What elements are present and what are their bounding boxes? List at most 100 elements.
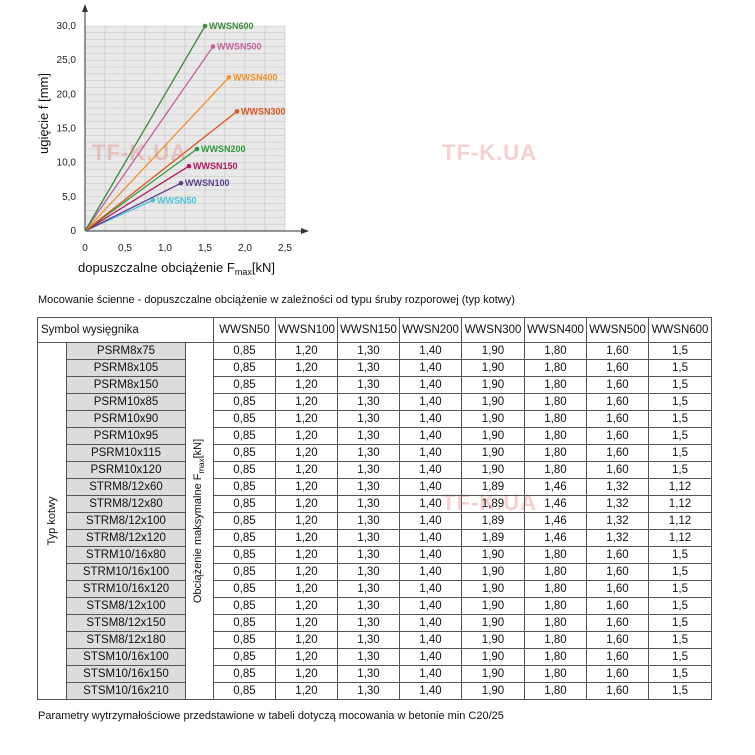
value-cell: 0,85 [213, 529, 276, 547]
value-cell: 1,5 [648, 665, 712, 683]
value-cell: 1,20 [275, 444, 338, 462]
value-cell: 1,90 [461, 427, 525, 445]
x-axis-label-sub: max [235, 267, 253, 277]
anchor-cell: STRM10/16x100 [66, 563, 186, 581]
value-cell: 0,85 [213, 427, 276, 445]
anchor-cell: PSRM10x115 [66, 444, 186, 462]
value-cell: 1,60 [586, 580, 649, 598]
value-cell: 1,40 [399, 376, 462, 394]
series-end-point [186, 163, 192, 169]
value-cell: 1,40 [399, 495, 462, 513]
value-cell: 1,46 [524, 478, 587, 496]
value-cell: 1,40 [399, 665, 462, 683]
anchor-cell: PSRM8x150 [66, 376, 186, 394]
value-cell: 1,60 [586, 631, 649, 649]
value-cell: 0,85 [213, 580, 276, 598]
value-cell: 1,30 [337, 580, 400, 598]
table-row: PSRM10x85 0,85 1,20 1,30 1,40 1,90 1,80 1,60 1,5 [38, 393, 712, 411]
x-tick-label: 2,0 [238, 243, 252, 254]
value-cell: 1,90 [461, 461, 525, 479]
table-row: STRM8/12x100 0,85 1,20 1,30 1,40 1,89 1,46 1,32… [38, 512, 712, 530]
value-cell: 1,90 [461, 631, 525, 649]
column-header: WWSN150 [337, 317, 400, 343]
value-cell: 1,30 [337, 597, 400, 615]
value-cell: 1,30 [337, 359, 400, 377]
anchor-type-label-cell: Typ kotwy [37, 342, 67, 700]
value-cell: 0,85 [213, 478, 276, 496]
value-cell: 1,60 [586, 563, 649, 581]
value-cell: 0,85 [213, 410, 276, 428]
table-row: Typ kotwy PSRM8x75 Obciążenie maksymalne F… [37, 342, 712, 700]
anchor-cell: STRM8/12x80 [66, 495, 186, 513]
value-cell: 1,80 [524, 546, 587, 564]
value-cell: 1,20 [275, 410, 338, 428]
value-cell: 1,40 [399, 393, 462, 411]
value-cell: 1,20 [275, 393, 338, 411]
value-cell: 1,80 [524, 359, 587, 377]
value-cell: 1,90 [461, 342, 525, 360]
value-cell: 1,80 [524, 410, 587, 428]
value-cell: 1,30 [337, 614, 400, 632]
table-row: STSM10/16x150 0,85 1,20 1,30 1,40 1,90 1,80 1,6… [38, 665, 712, 683]
value-cell: 1,80 [524, 597, 587, 615]
value-cell: 1,32 [586, 478, 649, 496]
table-row: STSM8/12x150 0,85 1,20 1,30 1,40 1,90 1,80 1,60… [38, 614, 712, 632]
table-row: STSM8/12x100 0,85 1,20 1,30 1,40 1,90 1,80 1,60… [38, 597, 712, 615]
value-cell: 1,32 [586, 495, 649, 513]
anchor-cell: STRM8/12x120 [66, 529, 186, 547]
table-row: STRM8/12x80 0,85 1,20 1,30 1,40 1,89 1,46 1,32 1… [38, 495, 712, 513]
value-cell: 1,12 [648, 512, 712, 530]
series-label: WWSN400 [233, 72, 278, 82]
value-cell: 1,32 [586, 512, 649, 530]
value-cell: 1,90 [461, 444, 525, 462]
anchor-cell: PSRM10x90 [66, 410, 186, 428]
value-cell: 1,60 [586, 410, 649, 428]
value-cell: 1,20 [275, 512, 338, 530]
value-cell: 1,89 [461, 512, 525, 530]
value-cell: 1,40 [399, 597, 462, 615]
y-tick-label: 30,0 [57, 21, 77, 32]
value-cell: 1,40 [399, 614, 462, 632]
deflection-chart: 0 0,5 1,0 1,5 2,0 2,5 0 5,0 10,0 15,0 20,0 25,0 30,0… [36, 4, 309, 277]
value-cell: 1,40 [399, 359, 462, 377]
value-cell: 1,5 [648, 614, 712, 632]
value-cell: 0,85 [213, 359, 276, 377]
anchor-cell: STRM8/12x100 [66, 512, 186, 530]
series-line [84, 148, 198, 232]
x-tick-label: 0 [82, 243, 88, 254]
value-cell: 1,5 [648, 342, 712, 360]
value-cell: 0,85 [213, 461, 276, 479]
anchor-cell: STRM10/16x120 [66, 580, 186, 598]
value-cell: 1,60 [586, 614, 649, 632]
column-header: WWSN100 [275, 317, 338, 343]
value-cell: 1,5 [648, 410, 712, 428]
table-caption: Mocowanie ścienne - dopuszczalne obciąże… [38, 294, 515, 306]
value-cell: 1,40 [399, 410, 462, 428]
value-cell: 1,12 [648, 495, 712, 513]
value-cell: 1,40 [399, 631, 462, 649]
value-cell: 0,85 [213, 393, 276, 411]
series-line [84, 165, 190, 232]
series-end-point [178, 180, 184, 186]
value-cell: 1,5 [648, 631, 712, 649]
value-cell: 1,20 [275, 563, 338, 581]
value-cell: 1,90 [461, 563, 525, 581]
y-tick-label: 5,0 [62, 192, 76, 203]
column-header: WWSN300 [461, 317, 525, 343]
value-cell: 1,80 [524, 614, 587, 632]
symbol-header: Symbol wysięgnika [37, 317, 214, 343]
series-line [84, 182, 182, 232]
column-header: WWSN200 [399, 317, 462, 343]
anchor-cell: STSM10/16x210 [66, 682, 186, 700]
column-header: WWSN600 [648, 317, 712, 343]
value-cell: 1,30 [337, 461, 400, 479]
value-cell: 1,5 [648, 444, 712, 462]
table-row: PSRM8x150 0,85 1,20 1,30 1,40 1,90 1,80 1,60 1,5 [38, 376, 712, 394]
value-cell: 1,30 [337, 495, 400, 513]
value-cell: 0,85 [213, 665, 276, 683]
series-end-point [210, 44, 216, 49]
anchor-cell: PSRM8x105 [66, 359, 186, 377]
value-cell: 0,85 [213, 376, 276, 394]
value-cell: 1,12 [648, 478, 712, 496]
series-end-point [150, 197, 156, 203]
